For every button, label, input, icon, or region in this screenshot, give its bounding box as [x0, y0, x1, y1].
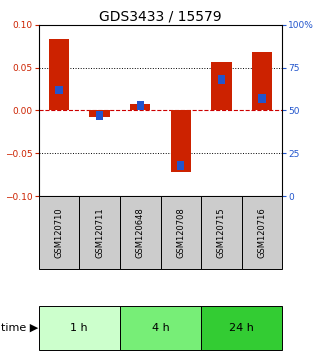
Bar — [201, 306, 282, 350]
Bar — [211, 62, 232, 110]
Bar — [120, 196, 160, 269]
Text: GSM120716: GSM120716 — [258, 207, 267, 258]
Text: GSM120708: GSM120708 — [176, 207, 185, 258]
Bar — [79, 196, 120, 269]
Bar — [136, 101, 144, 110]
Bar — [171, 110, 191, 172]
Bar — [96, 112, 103, 120]
Bar — [177, 161, 185, 170]
Text: GSM120710: GSM120710 — [54, 207, 63, 258]
Bar — [242, 196, 282, 269]
Bar — [160, 196, 201, 269]
Text: 24 h: 24 h — [230, 323, 254, 333]
Bar — [55, 86, 63, 94]
Bar — [130, 104, 150, 110]
Bar — [201, 196, 242, 269]
Title: GDS3433 / 15579: GDS3433 / 15579 — [99, 10, 222, 24]
Text: GSM120715: GSM120715 — [217, 207, 226, 258]
Bar — [39, 306, 120, 350]
Text: 1 h: 1 h — [70, 323, 88, 333]
Bar — [252, 52, 272, 110]
Bar — [218, 75, 225, 84]
Text: time ▶: time ▶ — [1, 323, 39, 333]
Bar — [49, 39, 69, 110]
Bar — [39, 196, 79, 269]
Bar — [258, 94, 266, 103]
Bar — [120, 306, 201, 350]
Text: 4 h: 4 h — [152, 323, 169, 333]
Bar — [89, 110, 110, 117]
Text: GSM120711: GSM120711 — [95, 207, 104, 258]
Text: GSM120648: GSM120648 — [136, 207, 145, 258]
